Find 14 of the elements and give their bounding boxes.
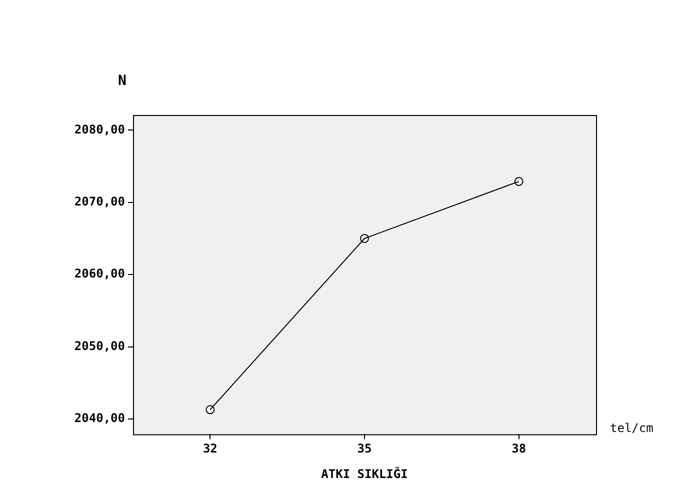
y-tick-label: 2080,00	[74, 122, 125, 136]
x-tick-label: 32	[202, 442, 218, 456]
point	[514, 176, 524, 186]
y-tick-label: 2070,00	[74, 194, 125, 209]
x-axis-title: ATKI SIKLIĞI	[321, 466, 408, 481]
y-axis-title: N	[118, 73, 126, 89]
y-tick-label: 2060,00	[74, 266, 125, 281]
y-tick-label: 2040,00	[74, 411, 125, 426]
point	[360, 234, 369, 243]
x-tick-label: 38	[512, 442, 526, 456]
point	[206, 405, 215, 414]
y-tick-label: 2050,00	[74, 338, 125, 353]
x-tick-label: 35	[357, 442, 372, 456]
text: tel/cm	[610, 421, 654, 436]
